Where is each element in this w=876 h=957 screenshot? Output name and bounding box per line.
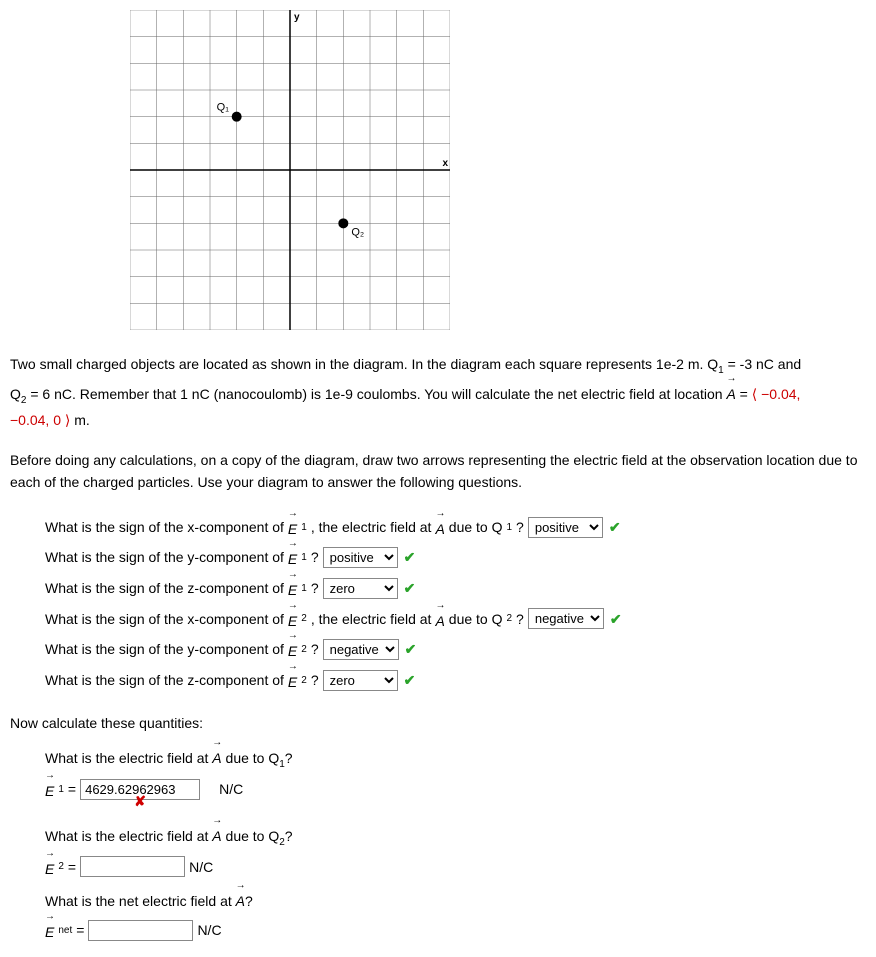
text: ? [311, 667, 319, 694]
text: = -3 nC and [724, 356, 801, 372]
vector-a: A [212, 741, 221, 772]
text: ? [516, 606, 524, 633]
text: ? [311, 636, 319, 663]
vector-a: A [435, 604, 444, 635]
question-row-2: What is the sign of the y-component of E… [45, 542, 866, 573]
text: What is the sign of the x-component of [45, 606, 284, 633]
text: , the electric field at [311, 514, 432, 541]
sign-select-e2y[interactable]: negative [323, 639, 399, 660]
question-row-6: What is the sign of the z-component of E… [45, 665, 866, 696]
text: What is the electric field at [45, 828, 212, 844]
subscript: 1 [301, 548, 307, 567]
calc-heading: Now calculate these quantities: [10, 715, 866, 731]
sign-select-e1x[interactable]: positive [528, 517, 603, 538]
check-icon: ✔ [610, 606, 622, 633]
calc-prompt-3: What is the net electric field at A? [45, 884, 866, 915]
text: What is the sign of the y-component of [45, 544, 284, 571]
diagram-container: y x Q₁ Q₂ [130, 10, 866, 333]
e2-input[interactable] [80, 856, 185, 877]
question-row-5: What is the sign of the y-component of E… [45, 634, 866, 665]
check-icon: ✔ [404, 575, 416, 602]
question-row-4: What is the sign of the x-component of E… [45, 604, 866, 635]
vector-e: E [45, 774, 54, 805]
text: = [736, 386, 752, 402]
text: Q [10, 386, 21, 402]
unit: N/C [219, 776, 243, 803]
subscript: 1 [301, 518, 307, 537]
question-row-3: What is the sign of the z-component of E… [45, 573, 866, 604]
question-row-1: What is the sign of the x-component of E… [45, 512, 866, 543]
subscript: 2 [301, 671, 307, 690]
calc-prompt-1: What is the electric field at A due to Q… [45, 741, 866, 774]
sign-select-e1z[interactable]: zero [323, 578, 398, 599]
text: ? [311, 544, 319, 571]
text: ? [311, 575, 319, 602]
equals: = [68, 776, 76, 803]
text: What is the sign of the x-component of [45, 514, 284, 541]
coordinate-diagram: y x Q₁ Q₂ [130, 10, 450, 330]
calc-row-2: E2 = N/C [45, 852, 866, 883]
value: −0.04, [757, 386, 800, 402]
calc-row-1: E1 = ✘ N/C [45, 774, 866, 805]
subscript: 2 [506, 609, 512, 628]
sign-select-e2x[interactable]: negative [528, 608, 604, 629]
check-icon: ✔ [404, 544, 416, 571]
vector-e: E [45, 915, 54, 946]
text: What is the sign of the z-component of [45, 667, 284, 694]
text: ? [516, 514, 524, 541]
svg-text:Q₁: Q₁ [217, 102, 230, 114]
vector-a: A [435, 512, 444, 543]
svg-text:x: x [442, 158, 448, 169]
text: What is the electric field at [45, 750, 212, 766]
equals: = [68, 854, 76, 881]
text: due to Q [449, 606, 503, 633]
text: ? [245, 893, 253, 909]
subscript: 1 [301, 579, 307, 598]
subscript: 2 [301, 609, 307, 628]
vector-a: A [726, 379, 735, 405]
subscript: 1 [506, 518, 512, 537]
text: What is the net electric field at [45, 893, 236, 909]
check-icon: ✔ [405, 636, 417, 663]
sign-select-e2z[interactable]: zero [323, 670, 398, 691]
problem-statement: Two small charged objects are located as… [10, 353, 866, 431]
text: ? [285, 750, 293, 766]
calc-block: What is the electric field at A due to Q… [45, 741, 866, 945]
unit: m. [70, 412, 89, 428]
text: due to Q [449, 514, 503, 541]
vector-a: A [236, 884, 245, 915]
svg-text:y: y [294, 12, 300, 23]
vector-e: E [288, 665, 297, 696]
subscript: 2 [301, 640, 307, 659]
check-icon: ✔ [404, 667, 416, 694]
enet-input[interactable] [88, 920, 193, 941]
x-icon: ✘ [134, 788, 146, 815]
subscript: 1 [58, 780, 64, 799]
text: due to Q [222, 750, 280, 766]
subscript: 2 [58, 857, 64, 876]
svg-text:Q₂: Q₂ [351, 226, 364, 238]
vector-e: E [45, 852, 54, 883]
text: = 6 nC. Remember that 1 nC (nanocoulomb)… [26, 386, 726, 402]
text: , the electric field at [311, 606, 432, 633]
text: What is the sign of the y-component of [45, 636, 284, 663]
text: ? [285, 828, 293, 844]
text: What is the sign of the z-component of [45, 575, 284, 602]
sign-questions: What is the sign of the x-component of E… [45, 512, 866, 696]
instructions: Before doing any calculations, on a copy… [10, 449, 866, 494]
subscript: net [58, 921, 72, 940]
unit: N/C [197, 917, 221, 944]
vector-a: A [212, 819, 221, 850]
value: −0.04, 0 [10, 412, 65, 428]
unit: N/C [189, 854, 213, 881]
equals: = [76, 917, 84, 944]
calc-row-3: Enet = N/C [45, 915, 866, 946]
sign-select-e1y[interactable]: positive [323, 547, 398, 568]
text: due to Q [222, 828, 280, 844]
text: Two small charged objects are located as… [10, 356, 718, 372]
check-icon: ✔ [609, 514, 621, 541]
